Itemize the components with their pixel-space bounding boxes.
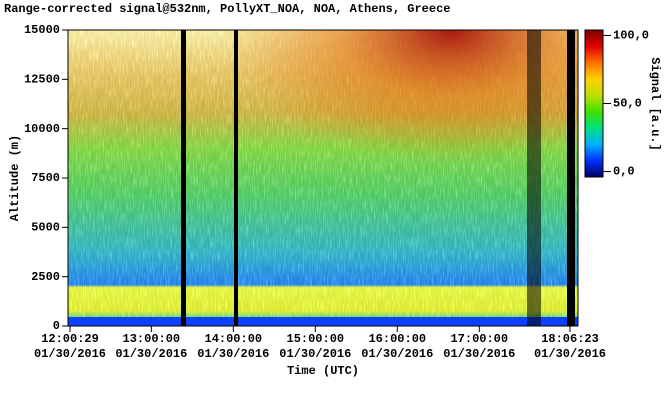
- data-gap: [181, 30, 186, 326]
- colorbar-tick-label: 100,0: [613, 29, 649, 43]
- signal-field-top: [68, 30, 578, 326]
- x-tick-date: 01/30/2016: [279, 347, 351, 361]
- y-tick-label: 7500: [31, 171, 60, 185]
- data-gap: [527, 30, 541, 326]
- x-tick-date: 01/30/2016: [34, 347, 106, 361]
- x-tick-date: 01/30/2016: [115, 347, 187, 361]
- x-tick-label: 13:00:00: [123, 332, 181, 346]
- x-tick-date: 01/30/2016: [361, 347, 433, 361]
- x-tick-date: 01/30/2016: [443, 347, 515, 361]
- data-gap: [567, 30, 575, 326]
- x-tick-label: 14:00:00: [205, 332, 263, 346]
- x-tick-label: 12:00:29: [41, 332, 99, 346]
- x-axis-label: Time (UTC): [287, 364, 359, 378]
- colorbar-tick-label: 0,0: [613, 165, 635, 179]
- y-tick-label: 10000: [24, 122, 60, 136]
- heatmap: [67, 29, 579, 327]
- y-tick-label: 5000: [31, 221, 60, 235]
- colorbar: [584, 29, 604, 178]
- y-tick-label: 15000: [24, 23, 60, 37]
- y-axis-label: Altitude (m): [8, 135, 22, 221]
- x-tick-label: 15:00:00: [287, 332, 345, 346]
- y-tick-label: 12500: [24, 73, 60, 87]
- x-tick-label: 16:00:00: [368, 332, 426, 346]
- chart-title: Range-corrected signal@532nm, PollyXT_NO…: [4, 2, 450, 16]
- x-tick-label: 17:00:00: [450, 332, 508, 346]
- y-tick-label: 2500: [31, 270, 60, 284]
- colorbar-label: Signal [a.u.]: [648, 57, 662, 151]
- x-tick-date: 01/30/2016: [197, 347, 269, 361]
- data-gap: [234, 30, 238, 326]
- y-tick-label: 0: [53, 319, 60, 333]
- x-tick-label: 18:06:23: [541, 332, 599, 346]
- x-tick-date: 01/30/2016: [534, 347, 606, 361]
- colorbar-tick-label: 50,0: [613, 97, 642, 111]
- near-range: [68, 317, 578, 326]
